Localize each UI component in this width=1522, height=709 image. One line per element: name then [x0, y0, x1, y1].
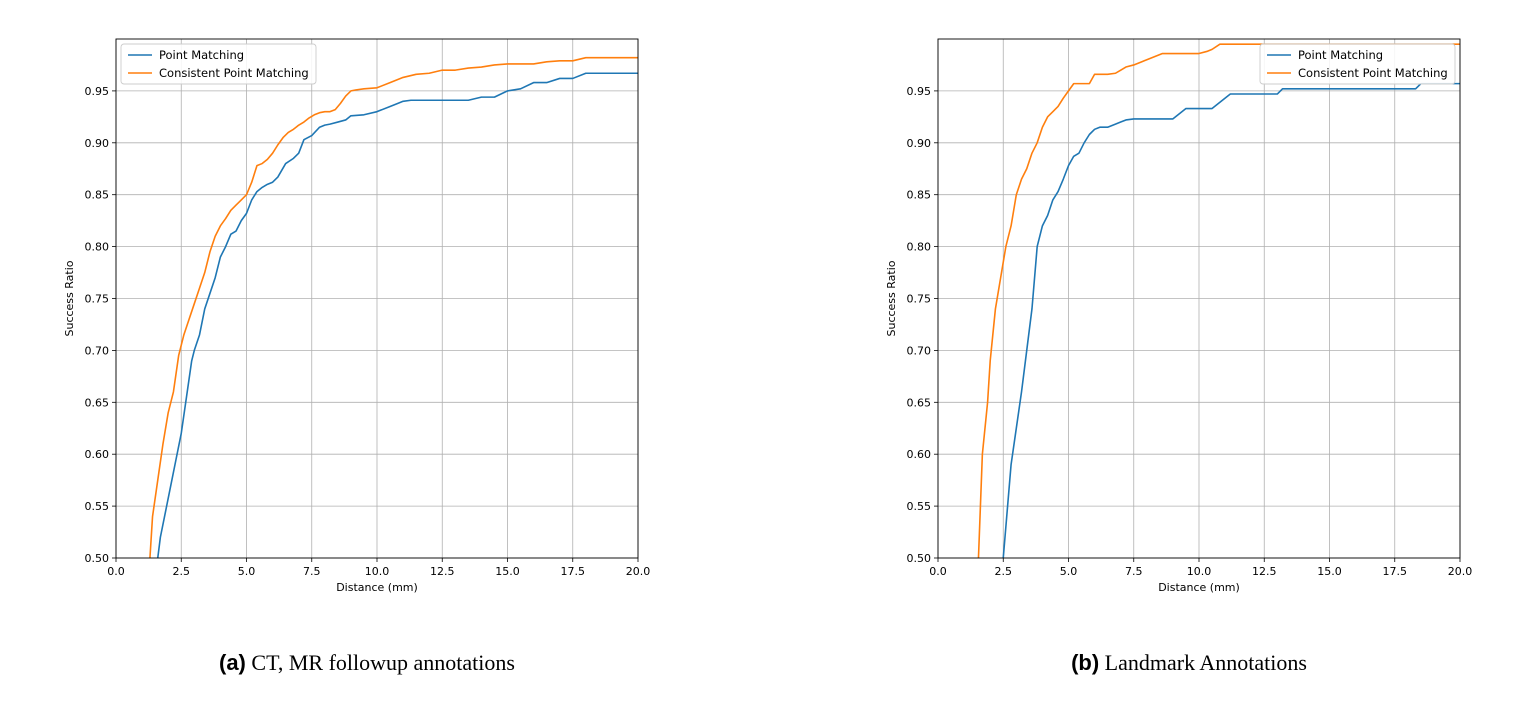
y-tick-label: 0.60: [85, 448, 110, 461]
y-tick-label: 0.70: [85, 344, 110, 357]
caption-b: (b) Landmark Annotations: [1071, 650, 1307, 675]
y-tick-label: 0.85: [85, 189, 110, 202]
x-tick-label: 2.5: [995, 565, 1013, 578]
y-tick-label: 0.55: [907, 500, 932, 513]
x-tick-label: 0.0: [107, 565, 125, 578]
chart-a: 0.0 2.5 5.0 7.5 10.0 12.5 15.0 17.5 20.0 0.50 0.55…: [63, 38, 651, 594]
x-tick-label: 12.5: [430, 565, 455, 578]
x-axis-label: Distance (mm): [1158, 581, 1240, 594]
legend-label: Point Matching: [1298, 48, 1383, 62]
x-tick-label: 7.5: [303, 565, 321, 578]
legend-box: [1259, 43, 1456, 85]
chart-b: 0.0 2.5 5.0 7.5 10.0 12.5 15.0 17.5 20.0 0.50 0.55…: [885, 38, 1473, 594]
y-tick-label: 0.80: [85, 241, 110, 254]
y-tick-label: 0.70: [907, 344, 932, 357]
y-tick-label: 0.80: [907, 241, 932, 254]
x-tick-label: 12.5: [1252, 565, 1277, 578]
y-axis-label: Success Ratio: [885, 260, 898, 336]
x-tick-label: 17.5: [561, 565, 586, 578]
x-tick-label: 2.5: [173, 565, 191, 578]
y-tick-label: 0.95: [907, 85, 932, 98]
x-tick-label: 0.0: [929, 565, 947, 578]
y-tick-label: 0.55: [85, 500, 110, 513]
legend-label: Consistent Point Matching: [159, 66, 309, 80]
y-tick-label: 0.50: [85, 552, 110, 565]
caption-b-letter: (b): [1071, 650, 1099, 675]
caption-b-text: Landmark Annotations: [1099, 650, 1307, 675]
legend-label: Point Matching: [159, 48, 244, 62]
y-tick-label: 0.60: [907, 448, 932, 461]
x-tick-label: 17.5: [1383, 565, 1408, 578]
y-tick-label: 0.75: [907, 293, 932, 306]
legend-box: [120, 43, 317, 85]
series-line-consistent-point-matching: [149, 56, 638, 558]
y-tick-label: 0.95: [85, 85, 110, 98]
y-tick-label: 0.90: [85, 137, 110, 150]
x-tick-label: 10.0: [1187, 565, 1212, 578]
y-tick-label: 0.90: [907, 137, 932, 150]
y-tick-label: 0.75: [85, 293, 110, 306]
x-tick-label: 20.0: [626, 565, 651, 578]
x-tick-label: 20.0: [1448, 565, 1473, 578]
y-axis-label: Success Ratio: [63, 260, 76, 336]
x-tick-label: 15.0: [495, 565, 520, 578]
y-tick-label: 0.85: [907, 189, 932, 202]
caption-a-text: CT, MR followup annotations: [246, 650, 515, 675]
caption-a: (a) CT, MR followup annotations: [219, 650, 515, 675]
series-line-consistent-point-matching: [977, 43, 1460, 558]
caption-a-letter: (a): [219, 650, 246, 675]
x-tick-label: 5.0: [1060, 565, 1078, 578]
x-axis-label: Distance (mm): [336, 581, 418, 594]
x-tick-label: 5.0: [238, 565, 256, 578]
x-tick-label: 7.5: [1125, 565, 1143, 578]
y-tick-label: 0.65: [85, 396, 110, 409]
y-tick-label: 0.50: [907, 552, 932, 565]
y-tick-label: 0.65: [907, 396, 932, 409]
series-line-point-matching: [1002, 82, 1460, 558]
x-tick-label: 15.0: [1317, 565, 1342, 578]
x-tick-label: 10.0: [365, 565, 390, 578]
series-line-point-matching: [156, 72, 638, 558]
legend-label: Consistent Point Matching: [1298, 66, 1448, 80]
